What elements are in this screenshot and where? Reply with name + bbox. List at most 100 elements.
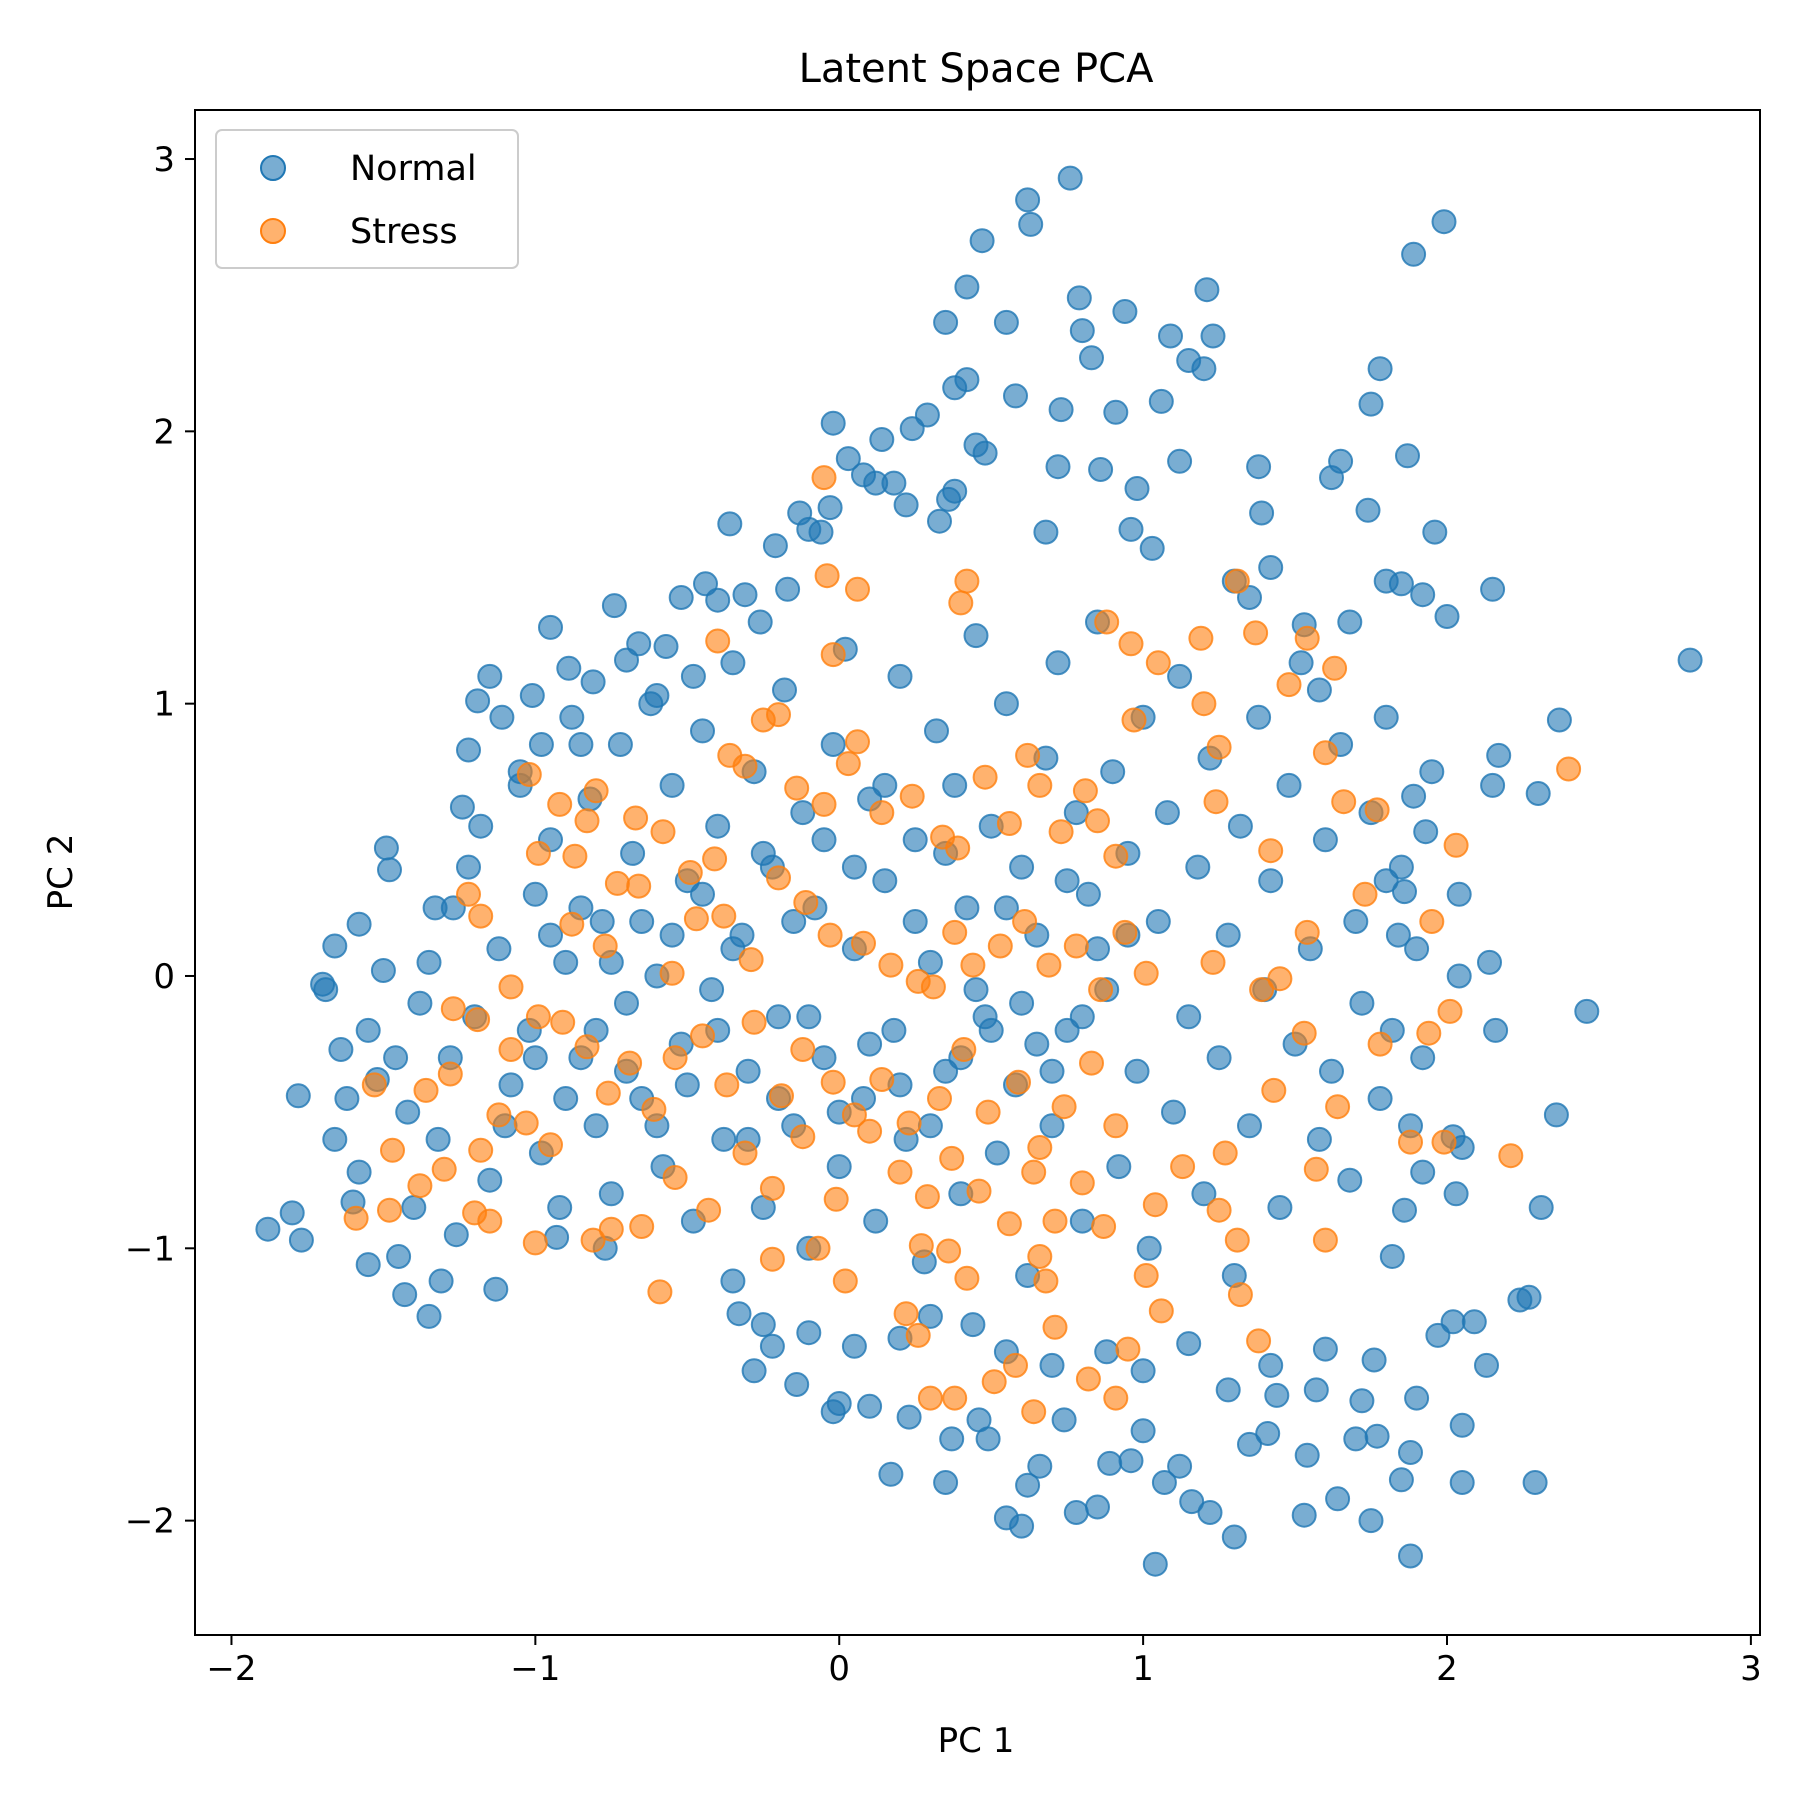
data-point-stress: [759, 1246, 785, 1272]
data-point-normal: [790, 800, 816, 826]
data-point-normal: [1015, 1472, 1041, 1498]
data-point-normal: [808, 519, 834, 545]
data-point-stress: [1033, 1268, 1059, 1294]
data-point-normal: [1167, 448, 1193, 474]
data-point-stress: [696, 1197, 722, 1223]
data-point-stress: [580, 1227, 606, 1253]
data-point-stress: [513, 1110, 539, 1136]
data-point-normal: [1118, 1448, 1144, 1474]
data-point-stress: [942, 1385, 968, 1411]
data-point-normal: [954, 274, 980, 300]
data-point-normal: [902, 909, 928, 934]
data-point-stress: [1006, 1069, 1031, 1095]
data-point-stress: [732, 1140, 758, 1166]
data-point-normal: [1385, 922, 1411, 948]
data-point-normal: [1103, 399, 1129, 425]
data-point-normal: [1215, 922, 1241, 948]
data-point-normal: [407, 990, 433, 1016]
data-point-stress: [711, 903, 737, 929]
legend: Normal Stress: [215, 129, 519, 269]
data-point-normal: [528, 732, 554, 757]
data-point-normal: [759, 1333, 785, 1359]
data-point-normal: [1167, 663, 1193, 689]
data-point-normal: [817, 495, 843, 521]
data-point-normal: [772, 677, 797, 703]
x-tick-label: −1: [510, 1649, 560, 1689]
data-point-normal: [544, 1224, 570, 1250]
data-point-normal: [1085, 936, 1110, 962]
y-tick-label: 3: [153, 140, 175, 180]
data-point-stress: [1352, 881, 1378, 907]
data-point-normal: [1142, 1551, 1168, 1577]
data-point-normal: [346, 1159, 372, 1185]
data-point-stress: [1331, 789, 1357, 815]
data-point-normal: [1440, 1309, 1466, 1335]
data-point-stress: [1243, 620, 1269, 646]
data-point-stress: [869, 1067, 895, 1092]
data-point-stress: [790, 1124, 816, 1150]
x-tick-label: 1: [1132, 1649, 1154, 1689]
data-point-stress: [377, 1197, 402, 1223]
data-point-normal: [1255, 1421, 1281, 1446]
data-point-normal: [668, 585, 694, 610]
x-axis: −2 −1 0 1 2 3: [206, 1635, 1762, 1689]
x-axis-label: PC 1: [938, 1721, 1015, 1761]
data-point-stress: [817, 922, 843, 948]
data-point-stress: [1322, 655, 1348, 681]
data-point-stress: [702, 846, 728, 872]
data-point-stress: [1075, 1366, 1101, 1392]
data-point-normal: [355, 1252, 381, 1278]
data-point-normal: [322, 933, 348, 959]
y-tick-label: 1: [153, 685, 175, 725]
data-point-normal: [1419, 759, 1445, 785]
data-point-normal: [1398, 1440, 1423, 1465]
data-point-normal: [1206, 1045, 1232, 1071]
data-point-normal: [1361, 1347, 1387, 1373]
data-point-normal: [1069, 1208, 1095, 1234]
data-point-normal: [784, 1372, 810, 1397]
data-point-stress: [1303, 1156, 1329, 1182]
data-point-normal: [620, 840, 646, 866]
data-point-stress: [592, 933, 618, 959]
data-point-normal: [313, 977, 339, 1003]
data-point-normal: [1009, 854, 1035, 880]
y-axis: −2 −1 0 1 2 3: [125, 140, 195, 1542]
data-point-normal: [598, 1181, 624, 1207]
data-point-normal: [766, 1004, 791, 1030]
data-point-stress: [1091, 1214, 1117, 1239]
data-point-normal: [699, 977, 725, 1003]
data-point-stress: [659, 960, 685, 986]
data-point-normal: [1063, 800, 1089, 826]
data-point-normal: [383, 1045, 409, 1071]
data-point-normal: [1388, 854, 1414, 880]
data-point-stress: [1036, 952, 1062, 978]
data-point-stress: [1027, 1244, 1053, 1269]
data-point-stress: [987, 933, 1013, 959]
data-point-normal: [863, 1208, 889, 1234]
data-point-stress: [1294, 919, 1320, 945]
data-point-normal: [1066, 285, 1092, 311]
data-point-normal: [589, 909, 615, 934]
data-point-stress: [784, 775, 810, 801]
data-point-normal: [1200, 323, 1226, 349]
data-point-stress: [1063, 933, 1089, 959]
data-point-normal: [1312, 827, 1338, 853]
data-point-normal: [1303, 1377, 1329, 1403]
legend-label-stress: Stress: [350, 212, 458, 252]
data-point-normal: [878, 1461, 904, 1487]
data-point-normal: [750, 1312, 776, 1338]
data-point-normal: [1176, 1331, 1202, 1357]
data-point-normal: [954, 367, 980, 393]
data-point-normal: [416, 1303, 442, 1329]
data-point-normal: [425, 1126, 451, 1152]
data-point-stress: [972, 764, 998, 790]
data-point-normal: [954, 895, 980, 921]
data-point-normal: [1483, 1017, 1509, 1043]
data-point-stress: [1364, 797, 1390, 823]
data-point-normal: [1379, 1244, 1405, 1269]
data-point-normal: [456, 854, 481, 880]
data-point-normal: [1355, 497, 1381, 523]
data-point-normal: [820, 732, 846, 757]
data-point-normal: [1404, 936, 1430, 962]
data-point-normal: [1154, 800, 1180, 826]
